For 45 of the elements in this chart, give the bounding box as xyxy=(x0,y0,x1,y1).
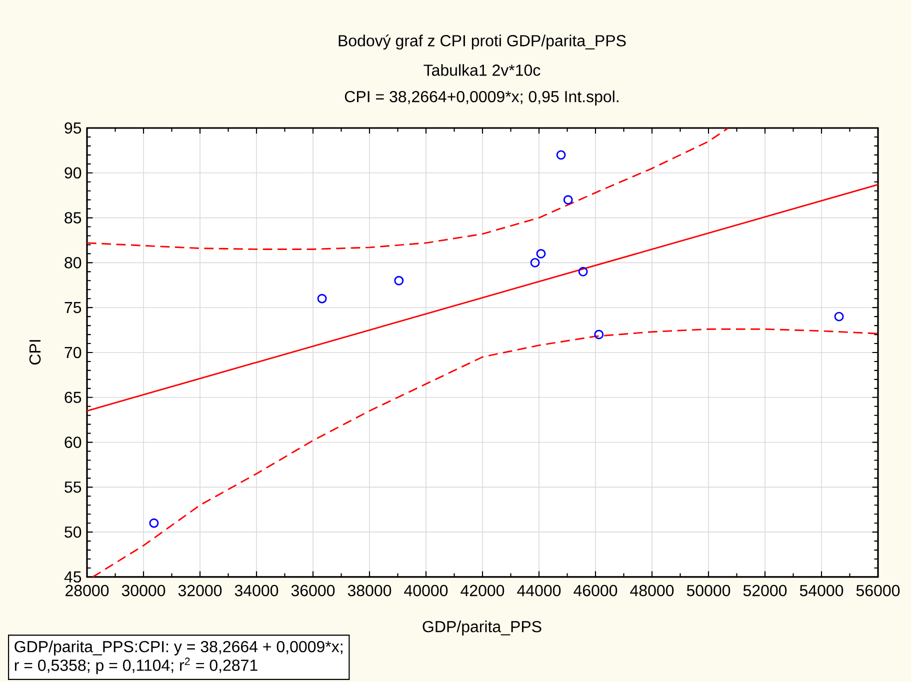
line-series xyxy=(92,328,878,577)
y-tick-label: 60 xyxy=(64,436,82,448)
x-tick-label: 30000 xyxy=(122,584,166,596)
point xyxy=(317,294,327,304)
x-tick-label: 54000 xyxy=(800,584,844,596)
y-axis-title: CPI xyxy=(29,340,41,365)
text: CPI = 38,2664+0,0009*x; 0,95 Int.spol. xyxy=(344,90,618,106)
point xyxy=(394,276,404,286)
x-tick-label: 44000 xyxy=(517,584,561,596)
x-tick-label: 48000 xyxy=(630,584,674,596)
point xyxy=(530,258,540,268)
x-tick-label: 42000 xyxy=(460,584,504,596)
y-tick-label: 75 xyxy=(64,302,82,314)
x-tick-label: 50000 xyxy=(686,584,730,596)
point xyxy=(536,248,546,258)
x-tick-label: 38000 xyxy=(348,584,392,596)
point xyxy=(578,266,588,276)
x-tick-label: 56000 xyxy=(856,584,900,596)
line-series xyxy=(87,128,730,250)
x-tick-label: 36000 xyxy=(291,584,335,596)
text: r = 0,5358; p = 0,1104; r$^{2}$ = 0,2871 xyxy=(14,658,258,674)
x-tick-label: 28000 xyxy=(66,584,109,596)
text: GDP/parita_PPS:CPI: y = 38,2664 + 0,0009*x; xyxy=(14,640,342,656)
point xyxy=(556,150,566,160)
y-tick-label: 65 xyxy=(64,392,82,404)
y-tick-label: 45 xyxy=(64,571,82,583)
point xyxy=(594,330,604,340)
y-tick-label: 90 xyxy=(64,167,82,179)
point xyxy=(834,312,844,322)
point xyxy=(563,195,573,205)
chart-subtitle: Tabulka1 2v*10c xyxy=(424,64,540,76)
x-axis-title: GDP/parita_PPS xyxy=(422,620,542,636)
x-tick-label: 34000 xyxy=(234,584,278,596)
x-tick-label: 52000 xyxy=(743,584,787,596)
point xyxy=(149,518,159,528)
y-tick-label: 80 xyxy=(64,257,82,268)
y-tick-label: 70 xyxy=(64,346,82,358)
x-tick-label: 46000 xyxy=(574,584,618,596)
y-tick-label: 85 xyxy=(64,212,82,224)
x-tick-label: 40000 xyxy=(404,584,448,596)
y-tick-label: 55 xyxy=(64,482,82,493)
chart-title: Bodový graf z CPI proti GDP/parita_PPS xyxy=(338,34,626,50)
x-tick-label: 32000 xyxy=(178,584,222,596)
y-tick-label: 95 xyxy=(64,122,82,134)
y-tick-label: 50 xyxy=(64,526,82,538)
